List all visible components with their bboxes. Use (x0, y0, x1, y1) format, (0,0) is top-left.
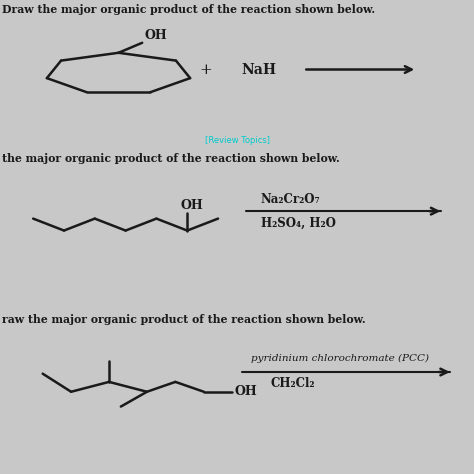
Text: OH: OH (180, 199, 203, 212)
Text: H₂SO₄, H₂O: H₂SO₄, H₂O (261, 217, 336, 229)
Text: OH: OH (235, 385, 257, 398)
Text: [Review Topics]: [Review Topics] (204, 136, 270, 145)
Text: OH: OH (145, 29, 167, 42)
Text: the major organic product of the reaction shown below.: the major organic product of the reactio… (2, 153, 340, 164)
Text: Draw the major organic product of the reaction shown below.: Draw the major organic product of the re… (2, 4, 375, 15)
Text: raw the major organic product of the reaction shown below.: raw the major organic product of the rea… (2, 314, 366, 326)
Text: NaH: NaH (242, 63, 277, 76)
Text: +: + (200, 63, 212, 76)
Text: CH₂Cl₂: CH₂Cl₂ (270, 377, 315, 390)
Text: Na₂Cr₂O₇: Na₂Cr₂O₇ (261, 193, 320, 206)
Text: pyridinium chlorochromate (PCC): pyridinium chlorochromate (PCC) (251, 354, 429, 364)
